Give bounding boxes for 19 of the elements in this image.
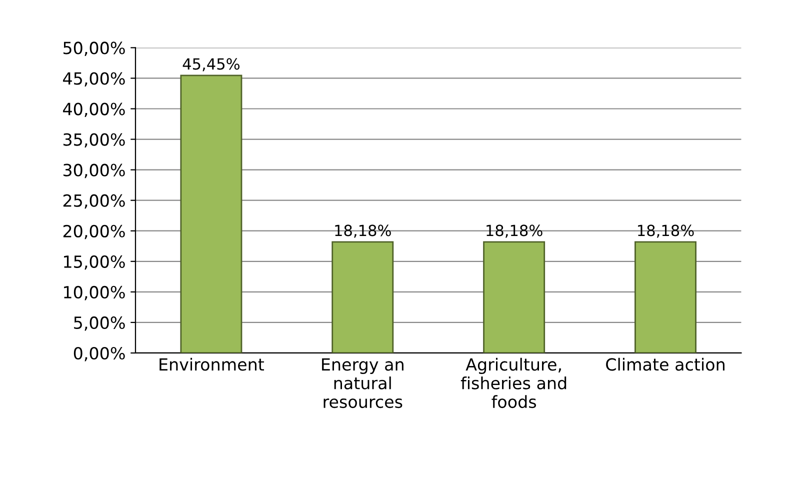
data-label: 18,18% xyxy=(486,224,542,238)
data-label: 45,45% xyxy=(182,58,240,72)
y-tick-label: 30,00% xyxy=(63,164,125,178)
y-tick-label: 50,00% xyxy=(64,42,125,56)
y-tick-label: 35,00% xyxy=(63,133,125,148)
y-tick-label: 20,00% xyxy=(63,224,125,240)
data-label: 18,18% xyxy=(638,224,694,238)
y-tick-label: 45,00% xyxy=(63,72,125,86)
y-tick-label: 25,00% xyxy=(63,194,125,209)
y-tick-label: 0,00% xyxy=(74,346,125,362)
x-tick-label: Agriculture, fisheries and foods xyxy=(460,358,566,408)
data-label: 18,18% xyxy=(335,224,391,238)
x-tick-label: Climate action xyxy=(606,358,724,371)
y-tick-label: 15,00% xyxy=(64,255,125,270)
x-tick-label: Energy an natural resources xyxy=(322,358,404,408)
y-tick-label: 40,00% xyxy=(63,102,125,118)
x-tick-label: Environment xyxy=(160,358,264,371)
y-tick-label: 10,00% xyxy=(64,286,125,300)
y-tick-label: 5,00% xyxy=(74,316,125,331)
